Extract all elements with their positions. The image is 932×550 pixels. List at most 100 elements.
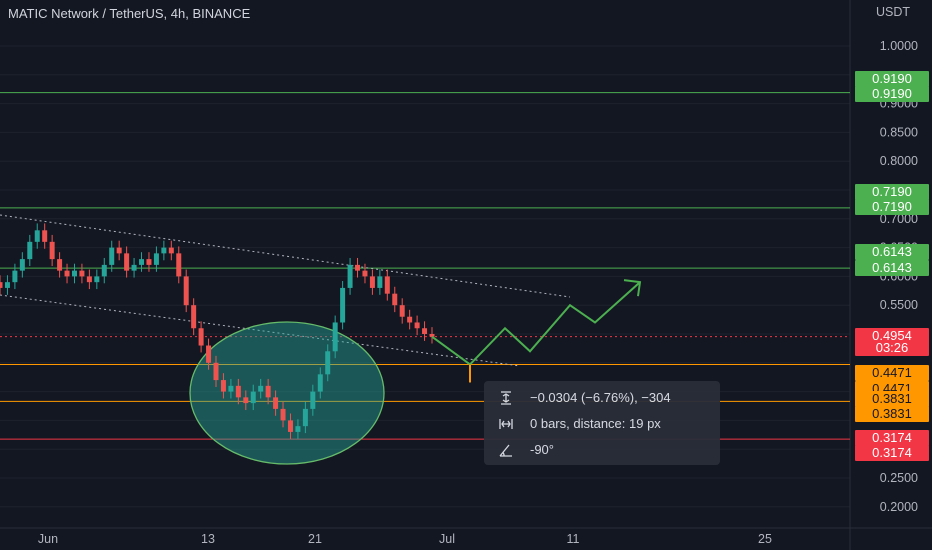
time-tick-label: Jun <box>38 532 58 546</box>
vertical-range-icon <box>498 390 514 406</box>
candle-body <box>332 322 338 352</box>
price-tag: 0.3831 <box>855 391 929 407</box>
price-tag: 0.7190 <box>855 199 929 215</box>
candle-body <box>206 345 212 363</box>
candle-body <box>64 270 70 277</box>
candle-body <box>79 270 85 277</box>
candle-body <box>109 247 115 265</box>
candle-body <box>116 247 122 254</box>
candle-body <box>325 351 331 375</box>
candle-body <box>362 270 368 277</box>
candle-body <box>429 334 435 337</box>
angle-text: -90° <box>530 442 554 457</box>
angle-icon <box>498 442 514 458</box>
price-tick-label: 0.8500 <box>880 125 918 139</box>
measure-row-bars: 0 bars, distance: 19 px <box>484 414 720 434</box>
currency-label: USDT <box>876 5 910 19</box>
candle-body <box>42 230 48 242</box>
candle-body <box>57 259 63 271</box>
candle-body <box>124 253 130 271</box>
price-tick-label: 0.2500 <box>880 471 918 485</box>
candle-body <box>355 264 361 271</box>
price-tag: 0.3174 <box>855 430 929 446</box>
candle-body <box>243 397 249 404</box>
candle-body <box>347 264 353 288</box>
price-tag: 03:26 <box>855 340 929 356</box>
price-tick-label: 0.8000 <box>880 154 918 168</box>
candle-body <box>407 316 413 323</box>
candle-body <box>198 328 204 346</box>
price-tag: 0.6143 <box>855 244 929 260</box>
price-tick-label: 0.2000 <box>880 500 918 514</box>
candle-body <box>12 270 18 283</box>
candle-body <box>213 362 219 381</box>
candle-body <box>280 408 286 421</box>
symbol-title[interactable]: MATIC Network / TetherUS, 4h, BINANCE <box>8 6 251 21</box>
candle-body <box>302 408 308 427</box>
candle-body <box>146 259 152 265</box>
candle-body <box>414 322 420 329</box>
candle-body <box>220 380 226 392</box>
candle-body <box>101 264 107 277</box>
candle-body <box>161 247 167 254</box>
candle-body <box>27 241 33 260</box>
price-tag: 0.3174 <box>855 445 929 461</box>
measure-row-price: −0.0304 (−6.76%), −304 <box>484 388 720 408</box>
candle-body <box>168 247 174 254</box>
bottom-highlight-ellipse[interactable] <box>189 321 385 465</box>
candle-body <box>49 241 55 260</box>
time-tick-label: 25 <box>758 532 772 546</box>
price-tag: 0.9190 <box>855 86 929 102</box>
candle-body <box>86 276 92 283</box>
candle-body <box>369 276 375 288</box>
candle-body <box>392 293 398 306</box>
candle-body <box>422 328 428 334</box>
candle-body <box>340 287 346 323</box>
time-tick-label: 11 <box>567 532 580 546</box>
candle-body <box>228 385 234 392</box>
candle-body <box>377 276 383 288</box>
candle-body <box>4 282 10 288</box>
candle-body <box>19 259 25 271</box>
price-tag: 0.9190 <box>855 71 929 87</box>
candle-body <box>258 385 264 392</box>
measure-tooltip: −0.0304 (−6.76%), −304 0 bars, distance:… <box>484 381 720 465</box>
candle-body <box>235 385 241 398</box>
candle-body <box>139 259 145 265</box>
bars-distance-text: 0 bars, distance: 19 px <box>530 416 661 431</box>
price-tag: 0.4471 <box>855 365 929 381</box>
price-tag: 0.3831 <box>855 406 929 422</box>
candle-body <box>399 305 405 317</box>
candle-body <box>153 253 159 265</box>
channel-upper-line[interactable] <box>0 214 571 298</box>
candle-body <box>71 270 77 277</box>
candle-body <box>183 276 189 306</box>
price-tick-label: 0.7000 <box>880 212 918 226</box>
candle-body <box>310 391 316 409</box>
candle-body <box>34 230 40 242</box>
projection-path[interactable] <box>431 281 641 366</box>
price-tick-label: 0.5500 <box>880 298 918 312</box>
candle-body <box>265 385 271 398</box>
price-tick-label: 1.0000 <box>880 39 918 53</box>
candle-body <box>250 391 256 404</box>
candle-body <box>273 397 279 409</box>
price-change-text: −0.0304 (−6.76%), −304 <box>530 390 671 405</box>
candle-body <box>94 276 100 283</box>
horizontal-range-icon <box>498 416 514 432</box>
candle-body <box>176 253 182 277</box>
projection-arrowhead <box>623 279 642 297</box>
time-tick-label: Jul <box>439 532 455 546</box>
candle-body <box>287 420 293 432</box>
time-tick-label: 21 <box>308 532 322 546</box>
candle-body <box>191 305 197 329</box>
price-tag: 0.7190 <box>855 184 929 200</box>
candle-body <box>317 374 323 392</box>
measure-row-angle: -90° <box>484 440 720 460</box>
candle-body <box>295 426 301 432</box>
candle-body <box>0 282 3 288</box>
price-tag: 0.6143 <box>855 260 929 276</box>
candle-body <box>384 276 390 294</box>
